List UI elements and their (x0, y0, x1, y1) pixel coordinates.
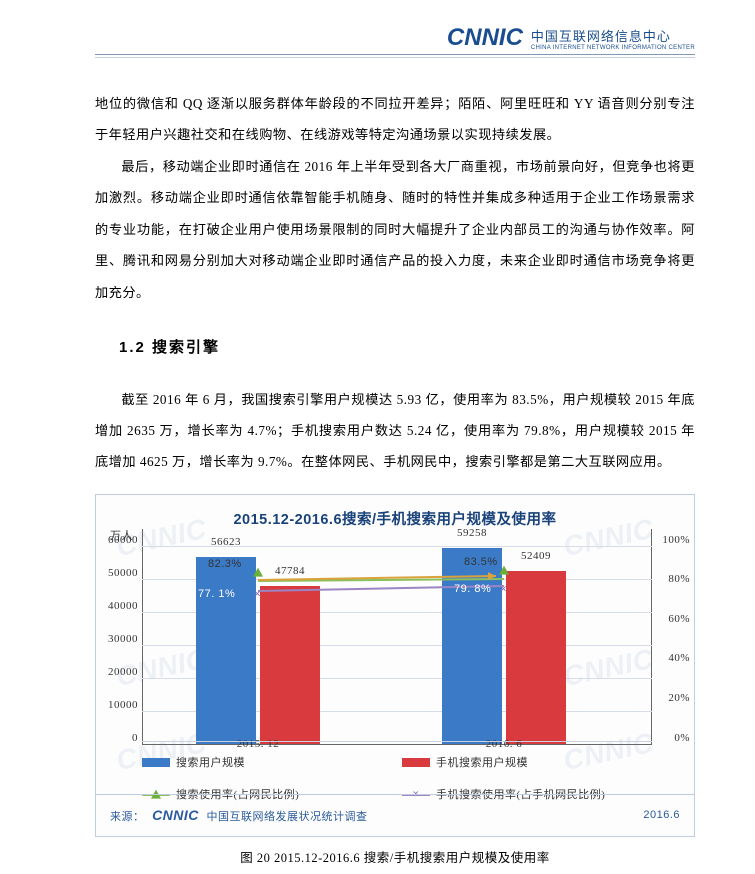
bar-label: 52409 (506, 543, 566, 569)
legend-label: 搜索用户规模 (176, 750, 245, 776)
paragraph-2: 最后，移动端企业即时通信在 2016 年上半年受到各大厂商重视，市场前景向好，但… (95, 151, 695, 308)
chart-container: CNNIC CNNIC CNNIC CNNIC CNNIC CNNIC 2015… (95, 494, 695, 837)
y-axis-right (651, 529, 652, 745)
y-tick-right: 100% (662, 527, 690, 553)
pct-label: 82.3% (208, 551, 242, 577)
source-label: 来源： (110, 811, 145, 823)
trend-arrow-icon (258, 570, 504, 590)
source-logo: CNNIC (152, 807, 199, 823)
figure-caption: 图 20 2015.12-2016.6 搜索/手机搜索用户规模及使用率 (95, 844, 695, 874)
y-tick-right: 60% (668, 606, 690, 632)
chart-source: 来源： CNNIC 中国互联网络发展状况统计调查 (110, 799, 367, 832)
pct-label: 77. 1% (198, 581, 235, 607)
header-divider-2 (95, 57, 695, 58)
bar-mobile-2016 (506, 571, 566, 744)
chart-plot-area: 万人 0 10000 20000 30000 40000 50000 60000… (142, 529, 652, 745)
source-text: 中国互联网络发展状况统计调查 (206, 811, 367, 823)
logo-text: CNNIC (447, 24, 523, 52)
y-tick-right: 80% (668, 566, 690, 592)
y-tick-left: 0 (100, 725, 138, 751)
y-tick-left: 10000 (100, 692, 138, 718)
chart-date: 2016.6 (643, 802, 680, 828)
org-name-block: 中国互联网络信息中心 CHINA INTERNET NETWORK INFORM… (531, 26, 695, 51)
y-tick-right: 40% (668, 645, 690, 671)
legend-item-search: 搜索用户规模 (142, 750, 392, 776)
y-tick-left: 60000 (100, 527, 138, 553)
page-header: CNNIC 中国互联网络信息中心 CHINA INTERNET NETWORK … (447, 24, 695, 52)
bar-label: 59258 (442, 520, 502, 546)
legend-swatch-red (402, 758, 430, 767)
cnnic-logo: CNNIC (447, 24, 523, 52)
org-name-cn: 中国互联网络信息中心 (531, 26, 695, 45)
paragraph-1: 地位的微信和 QQ 逐渐以服务群体年龄段的不同拉开差异；陌陌、阿里旺旺和 YY … (95, 88, 695, 151)
y-axis-left (142, 529, 143, 745)
legend-label: 手机搜索用户规模 (436, 750, 528, 776)
legend-swatch-blue (142, 758, 170, 767)
org-name-en: CHINA INTERNET NETWORK INFORMATION CENTE… (531, 45, 695, 51)
content-area: 地位的微信和 QQ 逐渐以服务群体年龄段的不同拉开差异；陌陌、阿里旺旺和 YY … (95, 88, 695, 874)
header-divider (95, 54, 695, 55)
y-tick-right: 0% (674, 725, 690, 751)
y-tick-right: 20% (668, 685, 690, 711)
section-title: 1.2 搜索引擎 (119, 330, 695, 366)
y-tick-left: 20000 (100, 659, 138, 685)
y-tick-left: 40000 (100, 593, 138, 619)
paragraph-3: 截至 2016 年 6 月，我国搜索引擎用户规模达 5.93 亿，使用率为 83… (95, 384, 695, 478)
y-tick-left: 50000 (100, 560, 138, 586)
chart-footer: 来源： CNNIC 中国互联网络发展状况统计调查 2016.6 (96, 794, 694, 836)
legend-item-mobile: 手机搜索用户规模 (402, 750, 652, 776)
y-tick-left: 30000 (100, 626, 138, 652)
bar-mobile-2015 (260, 586, 320, 744)
